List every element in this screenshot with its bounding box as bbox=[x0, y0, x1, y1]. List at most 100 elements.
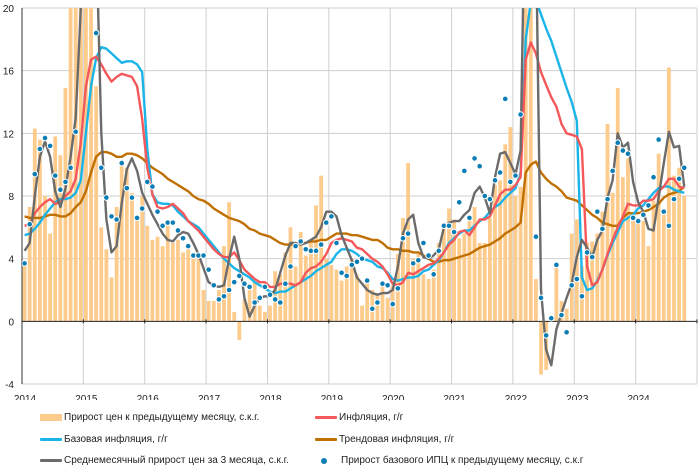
legend-label: Прирост цен к предыдущему месяцу, с.к.г. bbox=[64, 412, 260, 423]
bar-bars bbox=[441, 222, 446, 322]
bar-bars bbox=[140, 196, 145, 322]
bar-bars bbox=[682, 196, 687, 322]
dot-core-mom bbox=[583, 249, 591, 256]
bar-bars bbox=[406, 163, 410, 322]
dot-core-mom bbox=[123, 184, 131, 192]
bar-bars bbox=[155, 236, 160, 322]
bar-bars bbox=[472, 206, 477, 322]
bar-bars bbox=[293, 266, 298, 322]
dot-core-mom bbox=[670, 195, 678, 203]
dot-core-mom bbox=[425, 252, 432, 259]
line-trend bbox=[24, 150, 686, 263]
bar-bars bbox=[631, 217, 635, 322]
dot-core-mom bbox=[476, 162, 483, 170]
dot-core-mom bbox=[159, 222, 166, 230]
dot-core-mom bbox=[149, 183, 156, 190]
dot-core-mom bbox=[640, 211, 647, 219]
bar-bars bbox=[498, 180, 503, 322]
dot-core-mom bbox=[634, 217, 642, 225]
dot-core-mom bbox=[36, 145, 44, 153]
bar-bars bbox=[646, 246, 651, 322]
bar-bars bbox=[360, 305, 364, 322]
bar-bars bbox=[43, 196, 47, 322]
dot-core-mom bbox=[358, 255, 366, 262]
dot-core-mom bbox=[210, 282, 218, 289]
dot-core-mom bbox=[420, 239, 427, 247]
dot-core-mom bbox=[532, 233, 540, 241]
bar-bars bbox=[452, 219, 457, 322]
bar-bars bbox=[78, 8, 83, 322]
dot-core-mom bbox=[67, 164, 74, 172]
dot-core-mom bbox=[409, 260, 417, 267]
bar-bars bbox=[89, 8, 93, 322]
bar-bars bbox=[109, 277, 114, 322]
dot-core-mom bbox=[665, 222, 673, 230]
dot-core-mom bbox=[609, 167, 616, 175]
dot-core-mom bbox=[394, 285, 402, 292]
dot-core-mom bbox=[97, 164, 105, 172]
dot-core-mom bbox=[236, 272, 243, 280]
bar-bars bbox=[165, 219, 170, 322]
y-tick-label: 4 bbox=[8, 255, 14, 266]
dot-core-mom bbox=[563, 329, 570, 336]
bar-bars bbox=[380, 283, 385, 322]
legend-swatch-trend bbox=[315, 438, 337, 441]
axes bbox=[21, 8, 698, 384]
bar-bars bbox=[477, 243, 482, 322]
dot-core-mom bbox=[292, 242, 299, 250]
dot-core-mom bbox=[266, 291, 274, 299]
bar-bars bbox=[58, 155, 63, 322]
dot-core-mom bbox=[108, 213, 115, 220]
bar-bars bbox=[104, 249, 109, 322]
dot-core-mom bbox=[368, 305, 376, 313]
dot-core-mom bbox=[338, 269, 345, 277]
dot-core-mom bbox=[501, 95, 509, 103]
legend-label: Трендовая инфляция, г/г bbox=[339, 434, 455, 445]
bar-bars bbox=[278, 274, 283, 322]
dot-core-mom bbox=[624, 150, 632, 157]
bar-bars bbox=[176, 239, 180, 322]
bar-bars bbox=[339, 280, 344, 322]
dot-core-mom bbox=[184, 242, 192, 250]
dot-core-mom bbox=[128, 194, 136, 201]
legend-item-trend: Трендовая инфляция, г/г bbox=[315, 434, 454, 445]
bar-bars bbox=[232, 311, 237, 322]
bar-bars bbox=[99, 227, 104, 322]
bar-bars bbox=[416, 253, 421, 322]
bar-bars bbox=[130, 192, 134, 322]
dot-core-mom bbox=[317, 241, 325, 248]
bar-bars bbox=[170, 243, 175, 322]
bar-bars bbox=[595, 233, 600, 322]
dot-core-mom bbox=[348, 261, 356, 269]
bar-bars bbox=[298, 232, 303, 322]
bar-bars bbox=[564, 308, 569, 322]
dot-core-mom bbox=[650, 173, 657, 181]
dot-core-mom bbox=[322, 219, 330, 226]
x-tick-label: 2014 bbox=[14, 394, 37, 400]
dot-core-mom bbox=[287, 263, 294, 270]
legend-label: Прирост базового ИПЦ к предыдущему месяц… bbox=[341, 455, 584, 466]
dot-core-mom bbox=[399, 235, 407, 242]
dot-core-mom bbox=[384, 282, 391, 289]
bar-bars bbox=[186, 249, 191, 322]
bar-bars bbox=[150, 239, 155, 322]
dot-core-mom bbox=[629, 214, 637, 222]
dot-core-mom bbox=[675, 175, 683, 183]
dot-core-mom bbox=[143, 178, 151, 186]
y-tick-label: 0 bbox=[8, 317, 14, 328]
bar-bars bbox=[211, 300, 216, 322]
dot-core-mom bbox=[660, 208, 668, 215]
x-tick-label: 2020 bbox=[382, 394, 405, 400]
dot-core-mom bbox=[138, 205, 146, 212]
dot-core-mom bbox=[496, 169, 504, 176]
dot-core-mom bbox=[271, 296, 279, 303]
bar-bars bbox=[73, 8, 78, 322]
dot-core-mom bbox=[133, 214, 141, 222]
bar-bars bbox=[426, 279, 431, 322]
dot-core-mom bbox=[72, 128, 79, 136]
bar-bars bbox=[242, 299, 247, 322]
y-tick-label: -4 bbox=[5, 380, 14, 391]
dot-core-mom bbox=[41, 134, 49, 142]
dot-core-mom bbox=[374, 299, 381, 306]
